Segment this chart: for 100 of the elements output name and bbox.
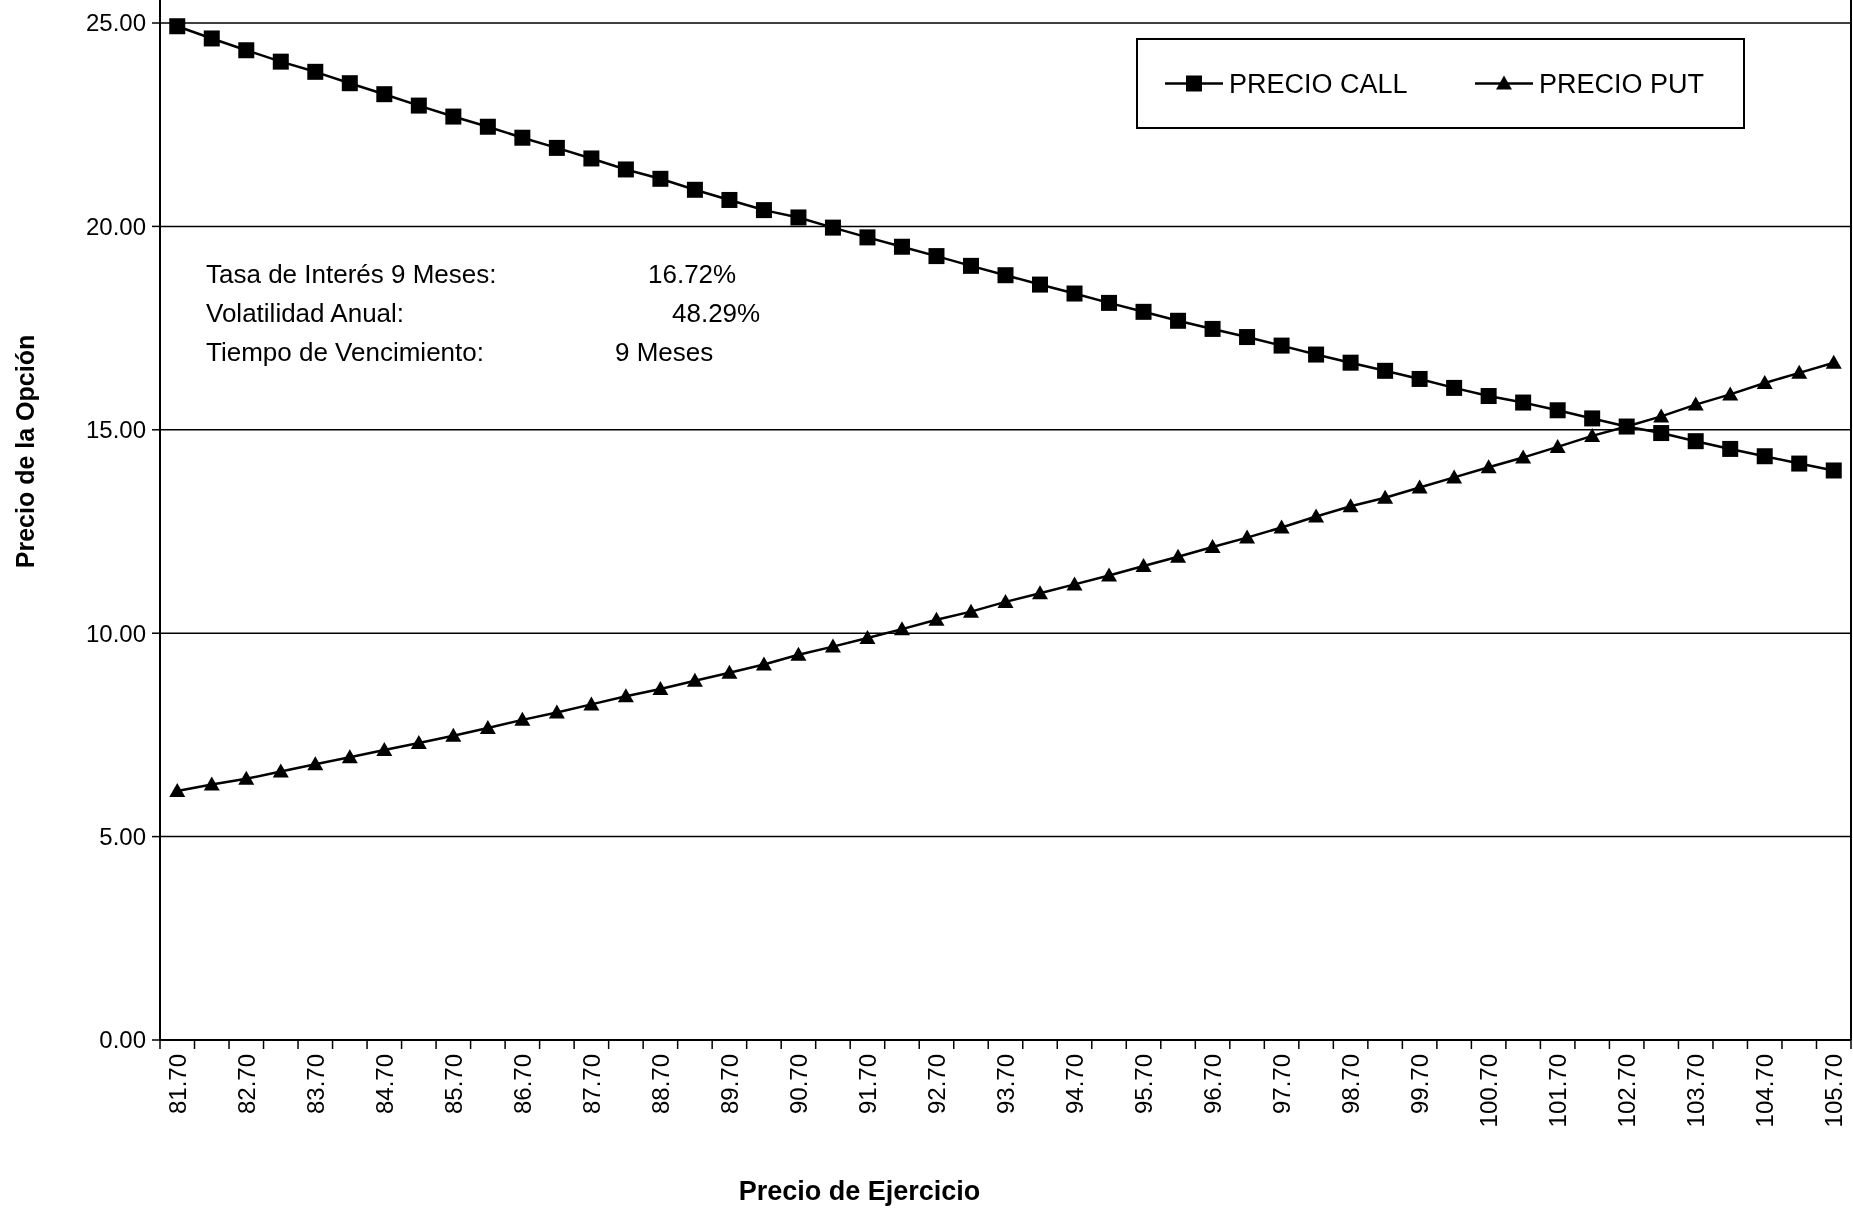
point [583,696,600,711]
point [1722,386,1739,401]
x-tick-label: 89.70 [715,1054,743,1115]
point [1066,576,1083,591]
point [1273,337,1290,354]
x-tick-label: 93.70 [991,1054,1019,1115]
point [1722,440,1739,457]
point [203,776,220,791]
annotation: Tiempo de Vencimiento: [206,337,484,367]
point [1308,508,1325,523]
point [479,719,496,734]
point [307,756,324,771]
point [686,672,703,687]
x-tick-label: 102.70 [1613,1054,1641,1128]
point [307,63,324,80]
point [1308,346,1325,363]
y-axis-title: Precio de la Opción [11,334,39,569]
point [790,209,807,226]
point [1825,462,1842,479]
point [1791,455,1808,472]
point [548,139,565,156]
point [1411,370,1428,387]
point [859,630,876,645]
point [1239,329,1256,346]
point [1687,433,1704,450]
point [1825,354,1842,369]
point [824,638,841,653]
legend-label: PRECIO CALL [1229,68,1408,99]
point [997,593,1014,608]
point [1549,402,1566,419]
point [1653,408,1670,423]
point [1515,449,1532,464]
point [859,229,876,246]
point [686,181,703,198]
point [548,704,565,719]
point [1584,427,1601,442]
point [1653,425,1670,442]
point [755,656,772,671]
point [169,783,186,798]
point [962,603,979,618]
point [1101,294,1118,311]
x-tick-label: 82.70 [232,1054,260,1115]
point [1480,459,1497,474]
point [410,735,427,750]
x-tick-label: 88.70 [646,1054,674,1115]
x-tick-label: 81.70 [163,1054,191,1115]
point [997,267,1014,284]
point [272,763,289,778]
x-tick-label: 95.70 [1129,1054,1157,1115]
point [893,621,910,636]
x-tick-label: 103.70 [1682,1054,1710,1128]
point [790,646,807,661]
point [652,680,669,695]
point [238,42,255,59]
x-tick-label: 96.70 [1198,1054,1226,1115]
x-tick-label: 98.70 [1337,1054,1364,1115]
legend-label: PRECIO PUT [1539,68,1705,99]
point [1204,320,1221,337]
point [272,53,289,70]
point [1446,469,1463,484]
point [1273,519,1290,534]
point [1480,388,1497,405]
point [617,161,634,178]
y-tick-label: 15.00 [85,416,146,444]
point [1135,303,1152,320]
x-axis-title: Precio de Ejercicio [738,1176,981,1206]
x-tick-label: 84.70 [370,1054,398,1115]
x-tick-label: 85.70 [439,1054,467,1115]
x-tick-label: 90.70 [784,1054,812,1115]
point [376,741,393,756]
x-tick-label: 86.70 [508,1054,536,1115]
point [410,97,427,114]
point [341,749,358,764]
point [1032,276,1049,293]
annotation: Tasa de Interés 9 Meses: [206,259,497,289]
x-tick-label: 100.70 [1475,1054,1503,1128]
x-tick-label: 105.70 [1820,1054,1848,1128]
x-tick-label: 101.70 [1544,1054,1572,1128]
point [928,611,945,626]
point [203,30,220,47]
annotation: Volatilidad Anual: [206,298,405,328]
x-tick-label: 87.70 [577,1054,605,1115]
x-tick-label: 97.70 [1267,1054,1295,1115]
point [721,664,738,679]
point [1032,585,1049,600]
point [1756,375,1773,390]
point [962,257,979,274]
x-tick-label: 94.70 [1060,1054,1088,1115]
point [824,219,841,236]
point [1515,394,1532,411]
point [1342,354,1359,371]
y-tick-label: 0.00 [99,1026,146,1054]
x-tick-label: 91.70 [853,1054,881,1115]
point [755,202,772,219]
y-tick-label: 10.00 [85,619,146,647]
point [169,18,186,35]
point [1204,538,1221,553]
point [445,727,462,742]
point [1377,362,1394,379]
point [617,688,634,703]
